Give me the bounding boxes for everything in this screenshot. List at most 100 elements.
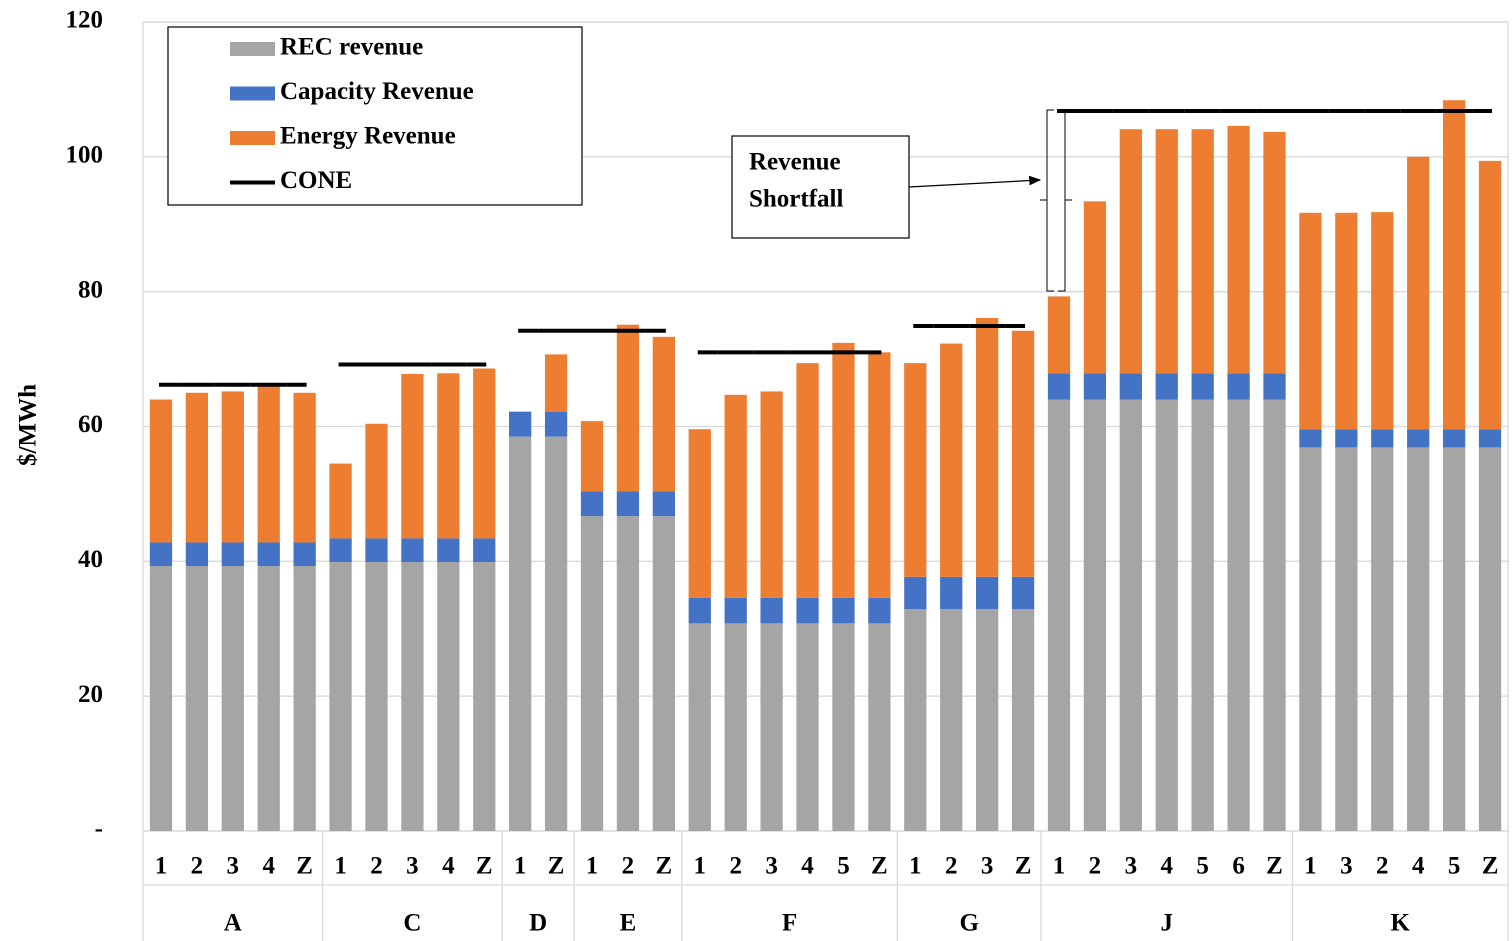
shortfall-bracket bbox=[1040, 109, 1072, 292]
bar-segment bbox=[1335, 212, 1358, 430]
bar-segment bbox=[1335, 447, 1358, 831]
y-tick-label: 100 bbox=[66, 142, 104, 169]
bar-segment bbox=[293, 566, 316, 831]
x-tick-label: Z bbox=[656, 853, 673, 880]
x-tick-label: 4 bbox=[801, 853, 814, 880]
bar-segment bbox=[940, 609, 963, 831]
legend-label: CONE bbox=[280, 167, 352, 194]
bar-segment bbox=[257, 386, 280, 543]
y-axis-label: $/MWh bbox=[15, 384, 42, 466]
bar-segment bbox=[1047, 399, 1071, 831]
bar-segment bbox=[329, 562, 352, 831]
x-tick-label: 2 bbox=[1089, 853, 1102, 880]
x-tick-label: Z bbox=[871, 853, 888, 880]
x-tick-label: 4 bbox=[1412, 853, 1425, 880]
legend-box bbox=[167, 26, 583, 206]
x-tick-label: 3 bbox=[765, 853, 778, 880]
bar-segment bbox=[796, 623, 819, 831]
bar-segment bbox=[1227, 125, 1250, 374]
group-label: G bbox=[959, 910, 978, 937]
bar-segment bbox=[544, 354, 568, 412]
bar-segment bbox=[401, 562, 424, 831]
bar-segment bbox=[580, 491, 604, 517]
bar-segment bbox=[185, 392, 209, 543]
bar-segment bbox=[1047, 373, 1071, 400]
bar-segment bbox=[1371, 212, 1394, 430]
plot-area bbox=[142, 21, 1509, 832]
bar-segment bbox=[1155, 373, 1178, 400]
x-tick-label: Z bbox=[1482, 853, 1499, 880]
bar-segment bbox=[1263, 373, 1286, 400]
bar-segment bbox=[329, 538, 352, 563]
x-tick-label: 3 bbox=[1125, 853, 1138, 880]
x-tick-label: 3 bbox=[406, 853, 419, 880]
bar-segment bbox=[1227, 399, 1250, 831]
bar-segment bbox=[688, 429, 711, 598]
bar-segment bbox=[1119, 399, 1142, 831]
group-label: A bbox=[224, 910, 242, 937]
x-tick-label: 6 bbox=[1232, 853, 1245, 880]
y-tick-label: 120 bbox=[66, 7, 104, 34]
group-label: D bbox=[529, 910, 547, 937]
group-label: F bbox=[782, 910, 797, 937]
x-tick-label: 5 bbox=[837, 853, 850, 880]
bar-segment bbox=[473, 562, 496, 831]
bar-segment bbox=[1263, 399, 1286, 831]
bar-segment bbox=[509, 411, 532, 437]
bar-segment bbox=[796, 597, 819, 624]
bar-segment bbox=[1371, 429, 1394, 448]
x-tick-label: Z bbox=[476, 853, 493, 880]
annotation-text: Shortfall bbox=[749, 186, 844, 213]
y-tick-label: - bbox=[95, 816, 103, 843]
bar-segment bbox=[1047, 296, 1071, 374]
bar-segment bbox=[1155, 129, 1178, 374]
bar-segment bbox=[940, 343, 963, 577]
x-tick-label: 1 bbox=[586, 853, 599, 880]
x-tick-label: 1 bbox=[1053, 853, 1066, 880]
bar-segment bbox=[329, 463, 352, 539]
bar-segment bbox=[1011, 576, 1035, 610]
x-tick-label: Z bbox=[1015, 853, 1032, 880]
bar-segment bbox=[1263, 131, 1286, 374]
bar-segment bbox=[1227, 373, 1250, 400]
bar-segment bbox=[221, 542, 244, 567]
bar-segment bbox=[1335, 429, 1358, 448]
bar-segment bbox=[976, 317, 999, 577]
x-tick-label: 3 bbox=[1340, 853, 1353, 880]
y-tick-label: 20 bbox=[78, 681, 103, 708]
bar-segment bbox=[1407, 156, 1430, 430]
bar-segment bbox=[1407, 429, 1430, 448]
x-tick-label: 2 bbox=[1376, 853, 1389, 880]
bar-segment bbox=[437, 373, 460, 539]
bar-segment bbox=[868, 597, 891, 624]
y-tick-label: 40 bbox=[78, 546, 103, 573]
bar-segment bbox=[1155, 399, 1178, 831]
bar-segment bbox=[868, 623, 891, 831]
bar-segment bbox=[1407, 447, 1430, 831]
bar-segment bbox=[221, 391, 244, 543]
bar-segment bbox=[221, 566, 244, 831]
bar-segment bbox=[580, 421, 604, 492]
legend-label: Capacity Revenue bbox=[280, 78, 474, 105]
bar-segment bbox=[652, 336, 675, 492]
x-tick-label: Z bbox=[548, 853, 565, 880]
bar-segment bbox=[688, 597, 711, 624]
bar-segment bbox=[760, 623, 783, 831]
x-tick-label: 4 bbox=[262, 853, 275, 880]
x-tick-label: 2 bbox=[945, 853, 958, 880]
bar-segment bbox=[365, 562, 388, 831]
bar-segment bbox=[580, 516, 604, 831]
bar-segment bbox=[544, 436, 568, 831]
bar-segment bbox=[149, 399, 173, 543]
legend-label: Energy Revenue bbox=[280, 123, 456, 150]
bar-segment bbox=[868, 352, 891, 598]
bar-segment bbox=[1299, 212, 1322, 430]
group-label: E bbox=[620, 910, 637, 937]
bar-segment bbox=[796, 363, 819, 598]
annotation-arrow bbox=[908, 175, 1042, 188]
bar-segment bbox=[365, 423, 388, 539]
x-tick-label: 3 bbox=[981, 853, 994, 880]
legend: REC revenue Capacity Revenue Energy Revenu… bbox=[230, 34, 474, 194]
bar-segment bbox=[652, 516, 675, 831]
